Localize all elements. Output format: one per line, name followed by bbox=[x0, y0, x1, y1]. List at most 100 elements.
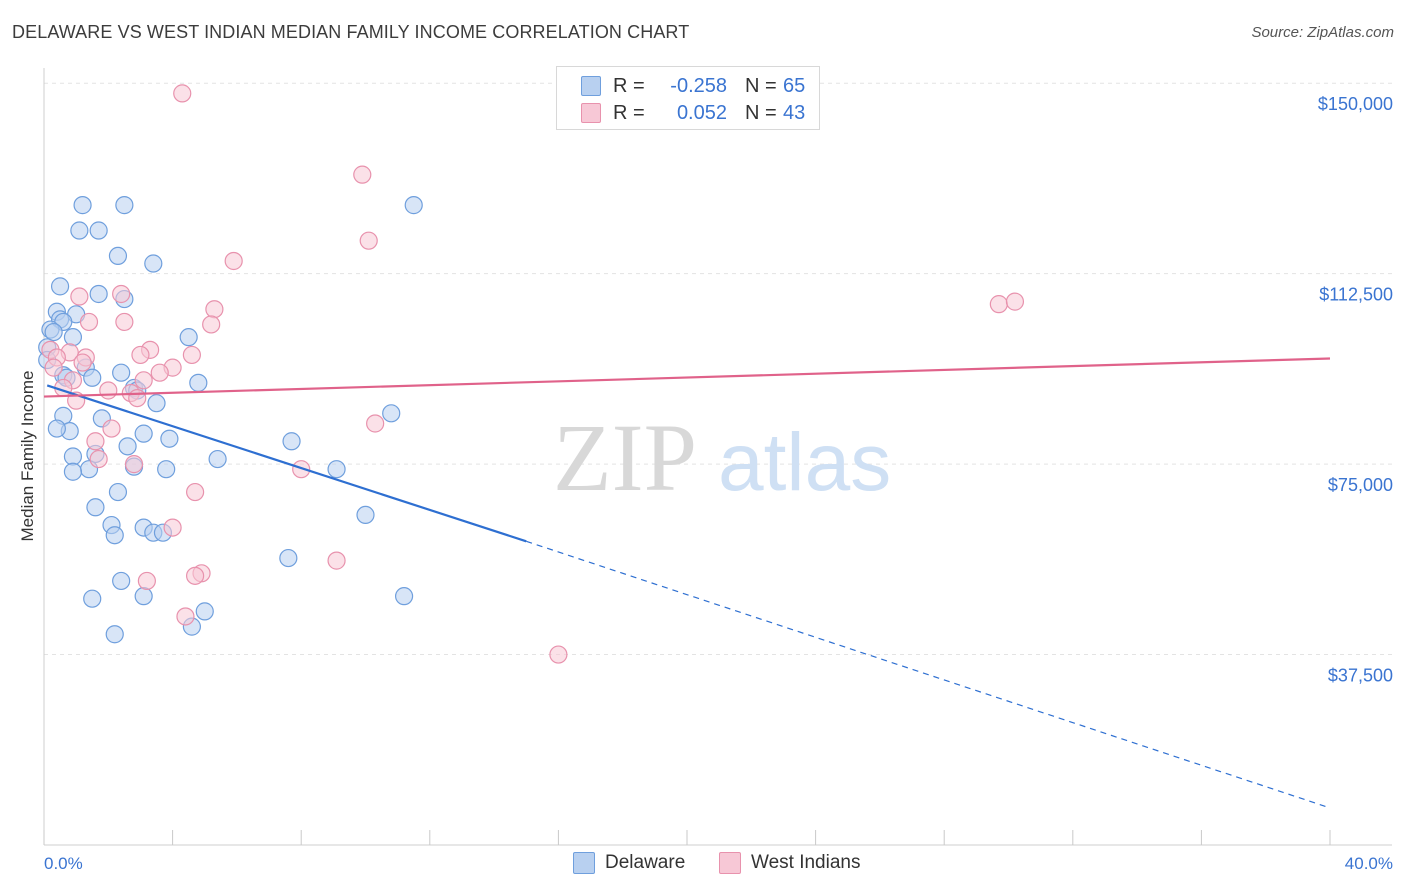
west-indians-point bbox=[134, 371, 153, 390]
west-indians-point bbox=[366, 414, 385, 433]
delaware-point bbox=[112, 363, 131, 382]
west-indians-point bbox=[99, 381, 118, 400]
legend-n-label: N = bbox=[745, 101, 777, 124]
delaware-point bbox=[279, 548, 298, 568]
west-indians-point bbox=[353, 165, 372, 184]
west-indians-point bbox=[1005, 292, 1025, 311]
y-tick-label: $150,000 bbox=[1318, 94, 1393, 114]
west-indians-point bbox=[224, 251, 243, 271]
delaware-point bbox=[89, 284, 108, 304]
west-indians-point bbox=[124, 455, 144, 474]
delaware-point bbox=[157, 460, 176, 479]
west-indians-point bbox=[186, 482, 205, 502]
y-axis-label: Median Family Income bbox=[18, 370, 37, 541]
delaware-trend-extension bbox=[526, 540, 1331, 809]
delaware-point bbox=[147, 394, 166, 413]
delaware-point bbox=[105, 526, 124, 545]
delaware-point bbox=[179, 328, 198, 347]
delaware-point bbox=[208, 449, 227, 469]
west-indians-point bbox=[359, 231, 378, 250]
y-tick-label: $75,000 bbox=[1328, 475, 1393, 495]
west-indians-trend-line bbox=[43, 357, 1331, 398]
west-indians-point bbox=[115, 312, 134, 332]
legend-r-label: R = bbox=[613, 74, 645, 97]
legend-n-value: 43 bbox=[783, 101, 806, 124]
legend-item-west-indians: West Indians bbox=[719, 852, 860, 874]
series-legend: Delaware West Indians bbox=[0, 852, 1406, 878]
x-tick-label-min: 0.0% bbox=[44, 854, 83, 873]
delaware-point bbox=[282, 432, 301, 451]
delaware-point bbox=[70, 221, 89, 240]
delaware-point bbox=[394, 587, 414, 606]
delaware-trend-line bbox=[46, 384, 527, 543]
west-indians-point bbox=[137, 571, 156, 591]
delaware-point bbox=[63, 462, 83, 481]
watermark-atlas: atlas bbox=[718, 417, 891, 508]
legend-swatch-delaware bbox=[581, 76, 601, 96]
legend-swatch-west-indians bbox=[719, 852, 741, 874]
delaware-point bbox=[83, 368, 102, 387]
west-indians-point bbox=[131, 345, 150, 365]
watermark-zip: ZIP bbox=[553, 404, 697, 511]
y-tick-label: $112,500 bbox=[1319, 285, 1393, 305]
legend-row-west-indians: R = 0.052 N = 43 bbox=[581, 100, 805, 126]
delaware-point bbox=[108, 246, 128, 266]
delaware-point bbox=[63, 447, 83, 466]
chart-title: DELAWARE VS WEST INDIAN MEDIAN FAMILY IN… bbox=[12, 22, 690, 42]
delaware-point bbox=[189, 373, 208, 392]
delaware-point bbox=[108, 482, 128, 502]
delaware-point bbox=[105, 625, 124, 644]
west-indians-point bbox=[176, 607, 195, 626]
west-indians-point bbox=[182, 345, 201, 365]
delaware-point bbox=[382, 404, 401, 423]
legend-item-delaware: Delaware bbox=[573, 852, 685, 874]
legend-swatch-west-indians bbox=[581, 103, 601, 123]
legend-swatch-delaware bbox=[573, 852, 595, 874]
delaware-point bbox=[89, 221, 108, 240]
legend-label-delaware: Delaware bbox=[605, 852, 686, 873]
y-tick-label: $37,500 bbox=[1328, 666, 1393, 686]
delaware-point bbox=[63, 328, 83, 347]
west-indians-point bbox=[186, 566, 205, 585]
legend-n-value: 65 bbox=[783, 74, 806, 97]
west-indians-point bbox=[79, 312, 99, 332]
west-indians-point bbox=[549, 645, 568, 664]
west-indians-point bbox=[86, 432, 105, 451]
legend-row-delaware: R = -0.258 N = 65 bbox=[581, 73, 805, 99]
delaware-point bbox=[118, 437, 137, 456]
delaware-point bbox=[86, 498, 105, 517]
delaware-point bbox=[44, 322, 63, 342]
source-label: Source: ZipAtlas.com bbox=[1251, 24, 1394, 41]
legend-r-value: -0.258 bbox=[670, 74, 727, 97]
west-indians-point bbox=[327, 551, 346, 570]
west-indians-point bbox=[205, 300, 224, 319]
west-indians-point bbox=[70, 287, 89, 306]
delaware-point bbox=[195, 602, 214, 621]
west-indians-point bbox=[150, 363, 169, 382]
delaware-point bbox=[134, 587, 153, 606]
delaware-point bbox=[112, 571, 131, 591]
west-indians-point bbox=[73, 353, 92, 372]
x-tick-label-max: 40.0% bbox=[1345, 854, 1393, 873]
legend-r-value: 0.052 bbox=[676, 101, 727, 124]
delaware-point bbox=[160, 429, 179, 448]
delaware-point bbox=[144, 254, 163, 273]
west-indians-point bbox=[202, 315, 221, 334]
delaware-point bbox=[356, 505, 375, 525]
delaware-point bbox=[134, 424, 153, 443]
delaware-point bbox=[404, 196, 423, 215]
west-indians-point bbox=[102, 419, 121, 438]
west-indians-point bbox=[112, 284, 131, 304]
legend-r-label: R = bbox=[613, 101, 645, 124]
delaware-point bbox=[73, 196, 92, 215]
west-indians-point bbox=[989, 295, 1008, 314]
delaware-point bbox=[50, 277, 70, 296]
delaware-point bbox=[115, 196, 134, 215]
delaware-point bbox=[47, 419, 66, 438]
delaware-point bbox=[83, 589, 102, 608]
stats-legend: R = -0.258 N = 65 R = 0.052 N = 43 bbox=[556, 66, 820, 130]
west-indians-point bbox=[89, 449, 108, 469]
west-indians-point bbox=[173, 84, 192, 103]
delaware-point bbox=[327, 460, 346, 479]
